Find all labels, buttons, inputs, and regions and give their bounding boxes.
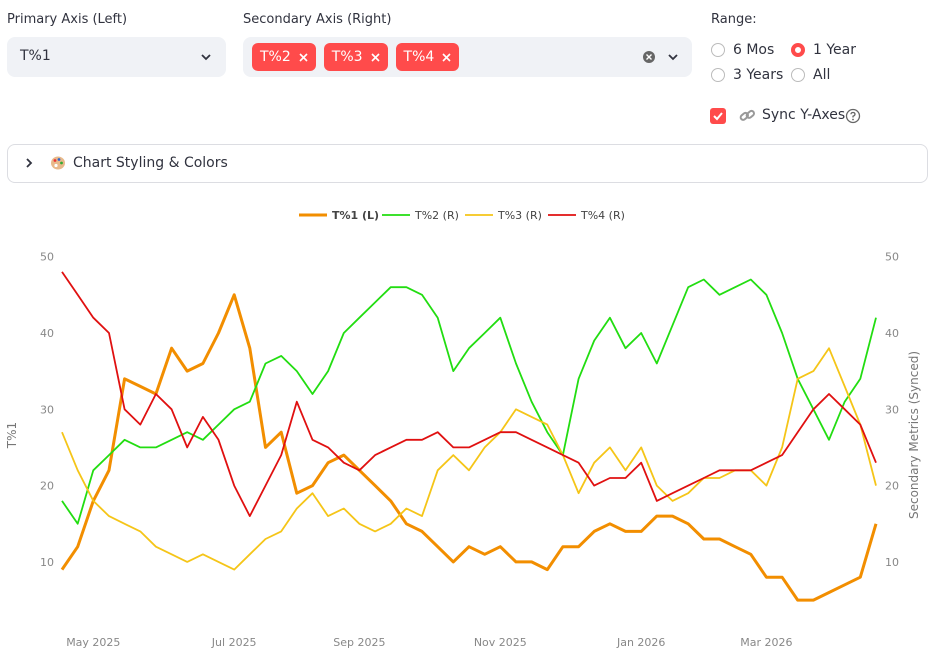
tag-remove	[370, 52, 380, 62]
series-line	[61, 278, 877, 525]
y-tick-label: 50	[40, 251, 54, 264]
tag[interactable]: T%3	[323, 43, 388, 71]
tag-list: T%2 T%3 T%4	[252, 43, 467, 71]
y2-tick-label: 30	[885, 403, 899, 416]
tag-remove	[442, 52, 451, 62]
expander-label: Chart Styling & Colors	[73, 155, 228, 171]
tag-remove	[299, 52, 308, 62]
help-icon[interactable]	[845, 108, 861, 124]
x-tick-label: Mar 2026	[740, 636, 792, 648]
radio-label: 3 Years	[733, 67, 784, 83]
x-tick-label: May 2025	[66, 636, 120, 648]
legend-label: T%4 (R)	[580, 209, 625, 222]
expander[interactable]: Chart Styling & Colors	[7, 144, 928, 183]
legend-label: T%1 (L)	[332, 209, 379, 222]
x-icon	[442, 52, 451, 62]
clear-icon[interactable]	[642, 50, 656, 64]
y-axis-title: T%1	[5, 422, 19, 449]
chart: T%1 Secondary Metrics (Synced) 10 20 30 40 5…	[5, 209, 921, 648]
y-tick-label: 30	[40, 403, 54, 416]
range-label: Range:	[711, 12, 757, 27]
radio-dot	[711, 68, 725, 82]
radio-dot	[791, 68, 805, 82]
radio-option[interactable]: 6 Mos	[711, 42, 774, 58]
chevron-right	[26, 158, 33, 168]
x-tick-label: Nov 2025	[474, 636, 527, 648]
series-line	[61, 347, 877, 571]
tag-label: T%4	[403, 49, 435, 65]
legend-label: T%2 (R)	[414, 209, 459, 222]
chevron	[668, 54, 678, 61]
legend-label: T%3 (R)	[497, 209, 542, 222]
radio-dot	[711, 43, 725, 57]
tag-label: T%2	[260, 49, 291, 65]
x-icon	[370, 52, 380, 62]
palette-icon	[51, 156, 65, 170]
radio-option[interactable]: 3 Years	[711, 67, 783, 83]
secondary-select[interactable]: T%2 T%3 T%4	[243, 37, 692, 77]
tag[interactable]: T%2	[252, 43, 316, 71]
secondary-label: Secondary Axis (Right)	[243, 12, 392, 27]
radio-label: 6 Mos	[733, 42, 775, 58]
radio-option[interactable]: 1 Year	[791, 42, 856, 58]
chevron	[201, 54, 211, 61]
primary-value: T%1	[20, 48, 51, 64]
y2-tick-label: 20	[885, 480, 899, 493]
y-tick-label: 10	[40, 556, 54, 569]
x-tick-label: Jul 2025	[211, 636, 257, 648]
radio-label: All	[813, 67, 831, 83]
series-line	[61, 271, 877, 517]
y-tick-label: 20	[40, 480, 54, 493]
link-icon	[739, 109, 755, 121]
radio-label: 1 Year	[813, 42, 856, 58]
y2-tick-label: 50	[885, 251, 899, 264]
check-mark	[713, 112, 723, 121]
primary-label: Primary Axis (Left)	[7, 12, 128, 27]
x-tick-label: Jan 2026	[616, 636, 665, 648]
x-icon	[299, 52, 308, 62]
y2-tick-label: 40	[885, 327, 899, 340]
sync-checkbox[interactable]	[710, 108, 726, 124]
tag-label: T%3	[331, 49, 363, 65]
radio-dot	[791, 43, 805, 57]
radio-option[interactable]: All	[791, 67, 830, 83]
x-tick-label: Sep 2025	[333, 636, 385, 648]
primary-select[interactable]: T%1	[7, 37, 226, 77]
y2-tick-label: 10	[885, 556, 899, 569]
series-line	[60, 293, 878, 602]
y-tick-label: 40	[40, 327, 54, 340]
y2-axis-title: Secondary Metrics (Synced)	[907, 351, 921, 519]
tag[interactable]: T%4	[395, 43, 460, 71]
sync-label: Sync Y-Axes	[762, 107, 846, 123]
